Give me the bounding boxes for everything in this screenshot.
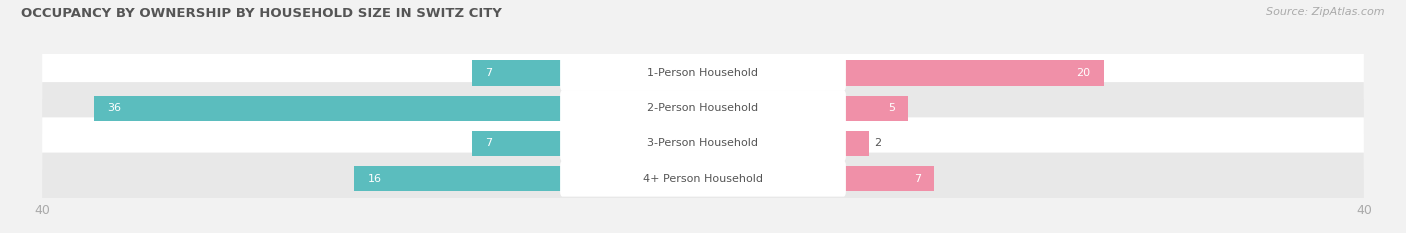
Text: OCCUPANCY BY OWNERSHIP BY HOUSEHOLD SIZE IN SWITZ CITY: OCCUPANCY BY OWNERSHIP BY HOUSEHOLD SIZE…: [21, 7, 502, 20]
Text: 5: 5: [889, 103, 896, 113]
Text: 3-Person Household: 3-Person Household: [648, 138, 758, 148]
Text: 2: 2: [875, 138, 882, 148]
Text: 20: 20: [1076, 68, 1091, 78]
Text: 36: 36: [107, 103, 121, 113]
FancyBboxPatch shape: [42, 47, 1364, 99]
Legend: Owner-occupied, Renter-occupied: Owner-occupied, Renter-occupied: [575, 230, 831, 233]
Bar: [844, 131, 869, 156]
Bar: [354, 166, 562, 191]
Text: 7: 7: [485, 68, 492, 78]
Text: 7: 7: [914, 174, 921, 184]
FancyBboxPatch shape: [560, 125, 846, 161]
Bar: [844, 96, 908, 121]
Text: Source: ZipAtlas.com: Source: ZipAtlas.com: [1267, 7, 1385, 17]
Text: 16: 16: [367, 174, 381, 184]
FancyBboxPatch shape: [560, 55, 846, 91]
Text: 7: 7: [485, 138, 492, 148]
Text: 1-Person Household: 1-Person Household: [648, 68, 758, 78]
Bar: [94, 96, 562, 121]
FancyBboxPatch shape: [42, 153, 1364, 205]
FancyBboxPatch shape: [560, 161, 846, 197]
Bar: [844, 60, 1104, 86]
Bar: [844, 166, 935, 191]
Bar: [471, 60, 562, 86]
Text: 4+ Person Household: 4+ Person Household: [643, 174, 763, 184]
Bar: [471, 131, 562, 156]
FancyBboxPatch shape: [560, 90, 846, 126]
FancyBboxPatch shape: [42, 117, 1364, 170]
FancyBboxPatch shape: [42, 82, 1364, 134]
Text: 2-Person Household: 2-Person Household: [647, 103, 759, 113]
